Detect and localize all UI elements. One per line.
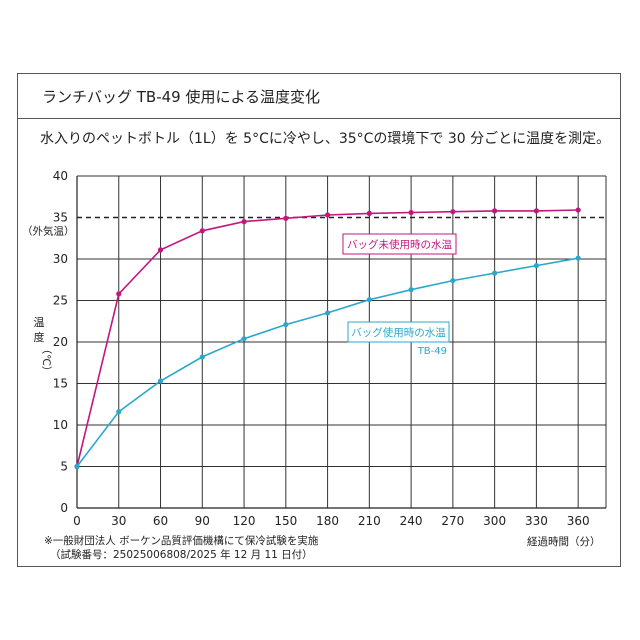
data-point [199, 228, 205, 234]
data-point [283, 215, 289, 221]
data-point [116, 291, 122, 297]
x-tick-label: 210 [358, 514, 381, 528]
y-label-unit: （℃） [40, 344, 52, 377]
x-tick-label: 30 [111, 514, 126, 528]
data-point [450, 277, 456, 284]
label-box-unused [342, 233, 457, 255]
data-point [408, 287, 414, 293]
data-point [283, 321, 289, 328]
x-tick-label: 330 [525, 514, 548, 528]
y-label-temp: 温 [34, 316, 45, 329]
y-tick-label: 10 [53, 418, 68, 432]
x-axis-label: 経過時間（分） [527, 536, 601, 548]
data-point [408, 209, 414, 216]
data-point [533, 208, 539, 214]
label-model: TB-49 [417, 346, 447, 357]
footnote-line2: （試験番号：25025006808/2025 年 12 月 11 日付） [50, 549, 313, 561]
tick-labels: 0 5 10 15 20 25 30 35 40 0 30 60 90 120 150 180 210 240 27… [22, 169, 590, 528]
data-point [74, 463, 80, 470]
y-tick-label: 20 [53, 335, 68, 349]
y-label-degree: 度 [34, 330, 45, 344]
ambient-label: （外気温） [22, 225, 75, 238]
data-point [241, 336, 247, 342]
x-tick-label: 240 [400, 514, 423, 528]
data-point [157, 247, 164, 253]
footnote-line1: ※一般財団法人 ボーケン品質評価機構にて保冷試験を実施 [44, 535, 319, 547]
data-point [366, 210, 372, 216]
data-point [324, 310, 331, 316]
axes [76, 176, 606, 509]
x-tick-label: 90 [195, 514, 210, 528]
label-used-bag: バッグ使用時の水温 [351, 326, 446, 339]
grid [76, 175, 607, 509]
series-lines [74, 207, 581, 470]
y-tick-label: 25 [53, 294, 68, 308]
data-point [116, 409, 122, 415]
data-point [199, 354, 205, 360]
data-point [324, 212, 331, 218]
data-point [492, 270, 498, 276]
x-tick-label: 0 [73, 514, 81, 528]
data-point [366, 297, 372, 303]
x-tick-label: 300 [483, 514, 506, 528]
y-tick-label: 30 [53, 252, 68, 266]
data-point [241, 219, 247, 225]
x-tick-label: 150 [274, 514, 297, 528]
data-point [492, 208, 498, 214]
x-tick-label: 360 [567, 514, 590, 528]
chart-title: ランチバッグ TB-49 使用による温度変化 [42, 88, 321, 106]
data-point [533, 263, 539, 269]
data-point [157, 378, 164, 384]
y-tick-label: 40 [53, 169, 68, 183]
x-tick-label: 270 [441, 514, 464, 528]
data-point [575, 255, 581, 261]
y-tick-label: 15 [53, 377, 68, 391]
chart-subtitle: 水入りのペットボトル（1L）を 5°Cに冷やし、35°Cの環境下で 30 分ごと… [40, 131, 611, 147]
title-row [17, 73, 621, 119]
data-point [450, 209, 456, 215]
x-tick-label: 60 [153, 514, 168, 528]
label-unused-bag: バッグ未使用時の水温 [347, 238, 452, 251]
y-tick-label: 35 [53, 211, 68, 225]
y-tick-label: 0 [60, 501, 68, 515]
data-point [575, 207, 581, 213]
y-tick-label: 5 [60, 460, 68, 474]
x-tick-label: 180 [316, 514, 339, 528]
x-tick-label: 120 [233, 514, 256, 528]
label-box-used [347, 321, 450, 343]
